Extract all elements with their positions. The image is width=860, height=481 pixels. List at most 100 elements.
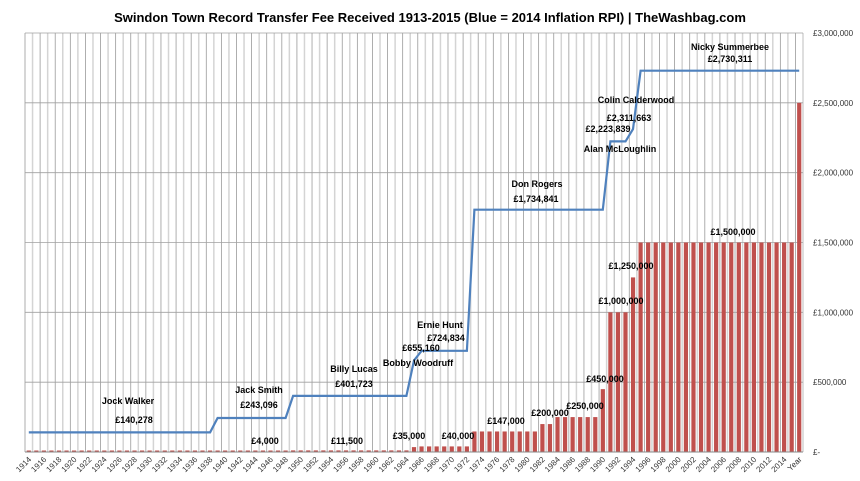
bar bbox=[374, 450, 379, 452]
bar bbox=[562, 417, 568, 452]
bar bbox=[56, 450, 62, 452]
x-tick-label: 1986 bbox=[558, 455, 577, 474]
annotation-label: £147,000 bbox=[487, 416, 525, 426]
bar bbox=[593, 417, 598, 452]
x-tick-label: 1964 bbox=[392, 455, 411, 474]
annotation-label: £4,000 bbox=[251, 436, 279, 446]
bar bbox=[223, 450, 228, 452]
bar bbox=[321, 450, 326, 452]
annotation-label: £450,000 bbox=[586, 374, 624, 384]
bar bbox=[510, 431, 515, 452]
bar bbox=[419, 446, 424, 452]
bar bbox=[147, 450, 152, 452]
bar bbox=[366, 450, 371, 452]
bar bbox=[479, 431, 485, 452]
y-tick-label: £3,000,000 bbox=[813, 29, 854, 38]
bar bbox=[238, 450, 243, 452]
bar bbox=[494, 431, 500, 452]
x-tick-label: 2014 bbox=[770, 455, 789, 474]
annotation-label: Billy Lucas bbox=[330, 364, 378, 374]
x-tick-label: 1988 bbox=[573, 455, 592, 474]
bar bbox=[94, 450, 99, 452]
bar bbox=[630, 277, 636, 452]
annotation-label: £655,160 bbox=[402, 343, 440, 353]
x-tick-label: 1960 bbox=[362, 455, 381, 474]
annotation-label: £1,250,000 bbox=[608, 261, 653, 271]
annotation-label: £2,223,839 bbox=[585, 124, 630, 134]
x-tick-label: 1998 bbox=[649, 455, 668, 474]
bar bbox=[34, 450, 39, 452]
bar bbox=[291, 450, 296, 452]
bar bbox=[343, 450, 349, 452]
bar bbox=[457, 446, 462, 452]
x-tick-label: 1938 bbox=[196, 455, 215, 474]
x-tick-label: 1996 bbox=[634, 455, 653, 474]
x-tick-label: 2010 bbox=[739, 455, 758, 474]
bar bbox=[124, 450, 130, 452]
bar bbox=[744, 242, 749, 452]
bar bbox=[434, 446, 439, 452]
bar bbox=[698, 242, 704, 452]
bar bbox=[155, 450, 160, 452]
bar bbox=[87, 450, 92, 452]
x-tick-label: 2008 bbox=[724, 455, 743, 474]
bar bbox=[215, 450, 220, 452]
bar bbox=[706, 242, 711, 452]
x-tick-label: 1954 bbox=[316, 455, 335, 474]
annotations: Jock Walker £140,278 Jack Smith £243,096 £4,… bbox=[102, 42, 769, 446]
bar bbox=[517, 431, 522, 452]
bar bbox=[162, 450, 167, 452]
x-tick-label: 1946 bbox=[256, 455, 275, 474]
bar bbox=[245, 450, 250, 452]
bar bbox=[102, 450, 107, 452]
annotation-label: £11,500 bbox=[331, 436, 363, 446]
x-tick-label: 1982 bbox=[528, 455, 547, 474]
bar bbox=[653, 242, 658, 452]
x-tick-label: 1936 bbox=[180, 455, 199, 474]
bar bbox=[230, 450, 235, 452]
x-tick-label: 1974 bbox=[467, 455, 486, 474]
bar bbox=[442, 446, 447, 452]
x-tick-label: 1948 bbox=[271, 455, 290, 474]
bar bbox=[729, 242, 734, 452]
bar bbox=[668, 242, 673, 452]
x-tick-label: 1970 bbox=[437, 455, 456, 474]
bar bbox=[253, 450, 258, 452]
bar bbox=[736, 242, 741, 452]
bar bbox=[185, 450, 190, 452]
x-tick-label: 1968 bbox=[422, 455, 441, 474]
bar bbox=[540, 424, 545, 452]
bar bbox=[306, 450, 311, 452]
bar bbox=[381, 450, 386, 452]
annotation-label: £35,000 bbox=[393, 431, 426, 441]
x-tick-label: 1984 bbox=[543, 455, 562, 474]
bar bbox=[797, 102, 802, 452]
bar bbox=[268, 450, 273, 452]
bar bbox=[396, 450, 401, 452]
x-tick-label: 1916 bbox=[29, 455, 48, 474]
x-tick-label: 1924 bbox=[90, 455, 109, 474]
bar bbox=[192, 450, 198, 452]
bar bbox=[336, 450, 341, 452]
bar bbox=[177, 450, 182, 452]
y-tick-label: £500,000 bbox=[813, 378, 847, 387]
annotation-label: Colin Calderwood bbox=[598, 95, 675, 105]
x-axis: 1914191619181920192219241926192819301932… bbox=[14, 451, 804, 474]
x-tick-label: 1952 bbox=[301, 455, 320, 474]
x-tick-label: 1934 bbox=[165, 455, 184, 474]
annotation-label: Nicky Summerbee bbox=[691, 42, 769, 52]
bar bbox=[200, 450, 205, 452]
x-tick-label: 1944 bbox=[241, 455, 260, 474]
y-tick-label: £1,000,000 bbox=[813, 308, 854, 317]
bar bbox=[585, 417, 590, 452]
bar bbox=[298, 450, 303, 452]
bar bbox=[638, 242, 643, 452]
bar bbox=[49, 450, 54, 452]
x-tick-label: 1958 bbox=[347, 455, 366, 474]
bar bbox=[275, 450, 281, 452]
x-tick-label: 2000 bbox=[664, 455, 683, 474]
annotation-label: £401,723 bbox=[335, 379, 373, 389]
annotation-label: £1,734,841 bbox=[513, 194, 558, 204]
bar bbox=[502, 431, 507, 452]
